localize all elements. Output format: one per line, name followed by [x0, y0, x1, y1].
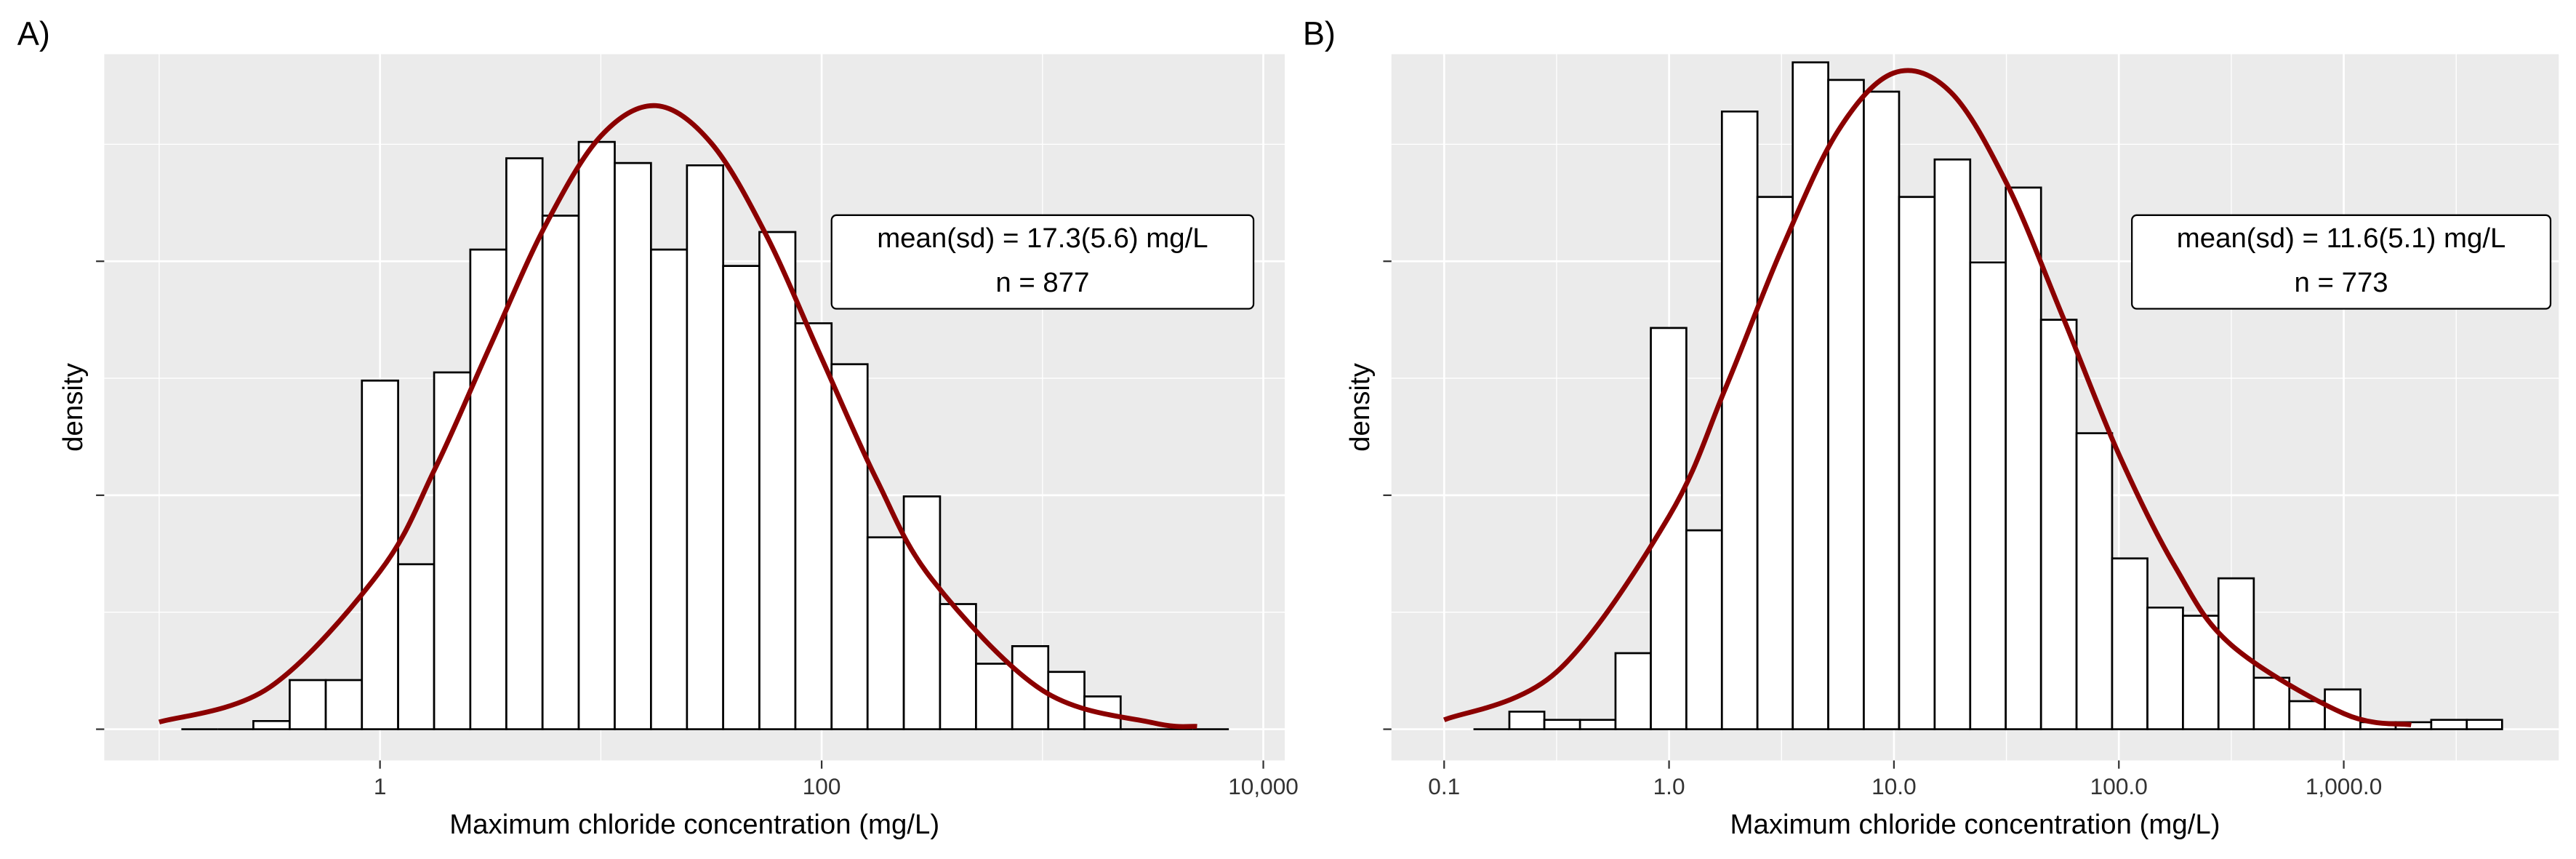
- bar: [1791, 61, 1829, 730]
- bar: [722, 265, 761, 730]
- bar: [1969, 261, 2007, 730]
- density-curve: [158, 103, 1197, 730]
- bar: [975, 663, 1014, 730]
- bar: [1898, 196, 1936, 730]
- x-axis-title: Maximum chloride concentration (mg/L): [1730, 809, 2220, 840]
- bar: [2465, 719, 2503, 730]
- x-tick-label: 100: [803, 773, 841, 799]
- bar: [1685, 529, 1723, 730]
- panel-label: A): [17, 15, 50, 52]
- panel-label: B): [1303, 15, 1336, 52]
- bar: [686, 164, 724, 730]
- annotation-text: n = 877: [995, 267, 1089, 298]
- x-tick-label: 1.0: [1653, 773, 1685, 799]
- x-tick-label: 1: [374, 773, 387, 799]
- bar: [361, 379, 399, 730]
- bar: [794, 322, 833, 730]
- bar: [866, 536, 905, 730]
- bar: [1614, 652, 1652, 730]
- y-axis-title: density: [1344, 362, 1376, 451]
- bar: [541, 215, 580, 730]
- bar: [2111, 557, 2148, 730]
- bar: [614, 161, 652, 730]
- bar: [902, 495, 942, 730]
- bar: [2075, 432, 2114, 730]
- bar: [252, 719, 291, 730]
- panel: 0.1 1.0 10.0 100.0 1,000.0 mean(sd) = 11.6(5.…: [1303, 15, 2559, 840]
- bar: [758, 231, 797, 730]
- x-tick-label: 10,000: [1228, 773, 1299, 799]
- x-axis-title: Maximum chloride concentration (mg/L): [449, 809, 939, 840]
- bar: [577, 140, 616, 730]
- annotation-text: mean(sd) = 17.3(5.6) mg/L: [877, 223, 1208, 254]
- bar: [1933, 158, 1972, 730]
- bar: [1720, 110, 1759, 730]
- bar: [650, 248, 689, 730]
- x-tick-label: 0.1: [1428, 773, 1460, 799]
- bar: [830, 363, 869, 730]
- bar: [2039, 319, 2078, 730]
- bar: [1827, 79, 1865, 730]
- bar: [2288, 700, 2326, 730]
- x-tick-label: 100.0: [2090, 773, 2148, 799]
- annotation-box: [2131, 214, 2552, 310]
- bar: [2182, 615, 2220, 730]
- annotation-text: n = 773: [2295, 267, 2388, 298]
- bar: [939, 603, 977, 730]
- bar: [2146, 606, 2184, 730]
- bar: [2217, 577, 2255, 730]
- panel: 1 100 10,000 mean(sd) = 17.3(5.6) mg/L n = 8…: [17, 15, 1299, 840]
- annotation-text: mean(sd) = 11.6(5.1) mg/L: [2177, 223, 2506, 254]
- bar: [1508, 711, 1546, 730]
- bar: [2430, 719, 2468, 730]
- density-curve: [1443, 68, 2412, 727]
- bar: [2252, 676, 2291, 730]
- bar: [289, 679, 327, 730]
- bar: [1543, 719, 1581, 730]
- x-tick-label: 1,000.0: [2306, 773, 2382, 799]
- annotation-box: [830, 214, 1255, 310]
- bar: [1650, 327, 1688, 730]
- bar: [505, 157, 544, 730]
- bar: [1011, 645, 1050, 730]
- bar: [1756, 196, 1794, 730]
- y-axis-title: density: [57, 362, 89, 451]
- bar: [1578, 719, 1617, 730]
- x-tick-label: 10.0: [1871, 773, 1917, 799]
- bar: [397, 563, 436, 730]
- bar: [2005, 186, 2042, 730]
- bar: [1863, 90, 1901, 730]
- bar: [324, 679, 364, 730]
